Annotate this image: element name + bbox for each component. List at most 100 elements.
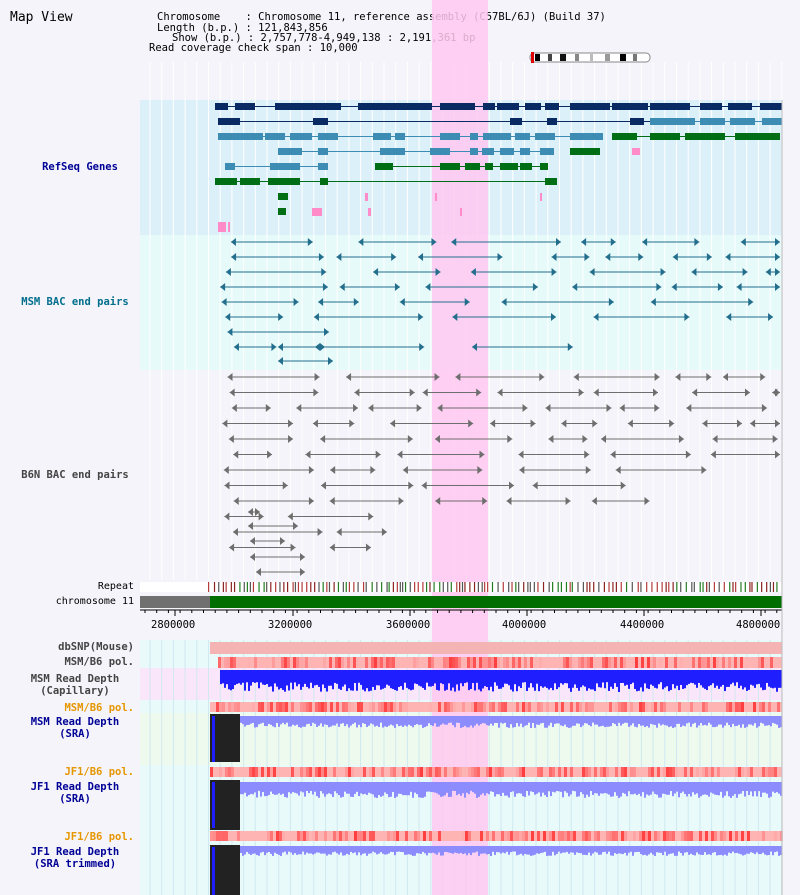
msm-bac-pair-end (684, 313, 690, 321)
msm-sra-depth-bar (636, 716, 638, 728)
repeat-element (766, 582, 768, 592)
b6n-bac-pair-end (250, 537, 255, 545)
jf1-sra-depth-bar (296, 782, 298, 794)
repeat-element (348, 582, 350, 592)
polymorphism-marker (579, 702, 582, 712)
polymorphism-marker (389, 657, 392, 668)
coverage-info: Read coverage check span : 10,000 (149, 43, 358, 54)
b6n-bac-pair-end (224, 481, 230, 490)
jf1-read-depth-trimmed-line2: (SRA trimmed) (33, 858, 117, 870)
msm-sra-depth-bar (746, 716, 748, 727)
msm-capillary-depth-bar (370, 670, 372, 691)
jf1-sra-depth-bar (240, 782, 242, 795)
jf1-trimmed-depth-bar (712, 846, 714, 853)
jf1-sra-depth-bar (374, 782, 376, 798)
b6n-bac-pair-end (593, 388, 599, 397)
polymorphism-marker (405, 767, 408, 777)
repeat-element (729, 582, 731, 592)
msm-sra-depth-bar (670, 716, 672, 727)
msm-sra-depth-bar (316, 716, 318, 728)
polymorphism-marker (444, 767, 447, 777)
polymorphism-marker (723, 831, 726, 841)
repeat-element (213, 582, 216, 592)
repeat-element (668, 582, 670, 592)
msm-bac-pair-end (225, 268, 231, 276)
jf1-sra-depth-bar (704, 782, 706, 795)
msm-capillary-depth-bar (738, 670, 740, 689)
refseq-gene (570, 103, 610, 110)
jf1-trimmed-depth-bar (242, 846, 244, 856)
jf1-sra-depth-bar (350, 782, 352, 797)
jf1-trimmed-depth-bar (678, 846, 680, 852)
msm-sra-depth-bar (346, 716, 348, 725)
repeat-element (487, 582, 489, 592)
b6n-bac-pair-end (421, 481, 427, 490)
jf1-sra-depth-bar (614, 782, 616, 793)
polymorphism-marker (315, 831, 318, 841)
b6n-bac-pair-end (336, 528, 342, 536)
msm-sra-depth-bar (728, 716, 730, 726)
msm-bac-pair-end (501, 298, 507, 306)
repeat-element (656, 582, 658, 592)
polymorphism-marker (428, 657, 431, 668)
polymorphism-marker (321, 702, 324, 712)
msm-capillary-depth-bar (740, 670, 742, 686)
msm-capillary-depth-bar (736, 670, 738, 683)
msm-capillary-depth-bar (472, 670, 474, 684)
jf1-trimmed-depth-bar (346, 846, 348, 854)
jf1-trimmed-depth-bar (258, 846, 260, 856)
jf1-trimmed-depth-bar (592, 846, 594, 854)
msm-sra-depth-bar (472, 716, 474, 728)
jf1-sra-depth-bar (580, 782, 582, 793)
jf1-sra-depth-bar (594, 782, 596, 794)
msm-sra-depth-bar (666, 716, 668, 726)
repeat-element (548, 582, 550, 592)
polymorphism-marker (270, 831, 273, 841)
polymorphism-marker (666, 831, 669, 841)
polymorphism-marker (674, 657, 677, 668)
msm-sra-depth-bar (294, 716, 296, 726)
b6n-bac-pair-end (320, 435, 326, 443)
refseq-gene-pink (540, 193, 542, 201)
polymorphism-marker (582, 767, 585, 777)
msm-capillary-depth-bar (442, 670, 444, 685)
polymorphism-marker (491, 657, 494, 668)
msm-capillary-depth-bar (712, 670, 714, 684)
polymorphism-marker (449, 657, 452, 668)
jf1-trimmed-depth-bar (758, 846, 760, 855)
polymorphism-marker (777, 702, 780, 712)
msm-capillary-depth-bar (372, 670, 374, 687)
ideogram-band (620, 54, 626, 61)
jf1-trimmed-depth-edge (212, 847, 215, 895)
msm-bac-pair-end (605, 253, 611, 261)
polymorphism-marker (726, 702, 729, 712)
refseq-gene (225, 163, 235, 170)
repeat-element (225, 582, 227, 592)
msm-capillary-depth-bar (342, 670, 344, 687)
polymorphism-marker (297, 831, 300, 841)
refseq-gene (278, 148, 302, 155)
jf1-sra-depth-bar (638, 782, 640, 794)
jf1-sra-depth-bar (412, 782, 414, 798)
msm-sra-depth-bar (538, 716, 540, 725)
polymorphism-marker (716, 657, 719, 668)
polymorphism-marker (537, 767, 540, 777)
jf1-sra-depth-bar (548, 782, 550, 792)
msm-capillary-depth-bar (418, 670, 420, 686)
repeat-element (402, 582, 404, 592)
refseq-gene (545, 178, 557, 185)
jf1-sra-depth-bar (622, 782, 624, 793)
jf1-sra-depth-bar (588, 782, 590, 797)
jf1-trimmed-depth-bar (406, 846, 408, 855)
polymorphism-marker (270, 702, 273, 712)
jf1-sra-depth-bar (624, 782, 626, 794)
jf1-sra-depth-bar (664, 782, 666, 795)
jf1-trimmed-depth-bar (476, 846, 478, 852)
polymorphism-marker (381, 767, 384, 777)
msm-capillary-depth-bar (460, 670, 462, 684)
msm-capillary-depth-bar (722, 670, 724, 685)
jf1-sra-depth-bar (662, 782, 664, 794)
polymorphism-marker (291, 767, 294, 777)
jf1-sra-depth-bar (352, 782, 354, 797)
